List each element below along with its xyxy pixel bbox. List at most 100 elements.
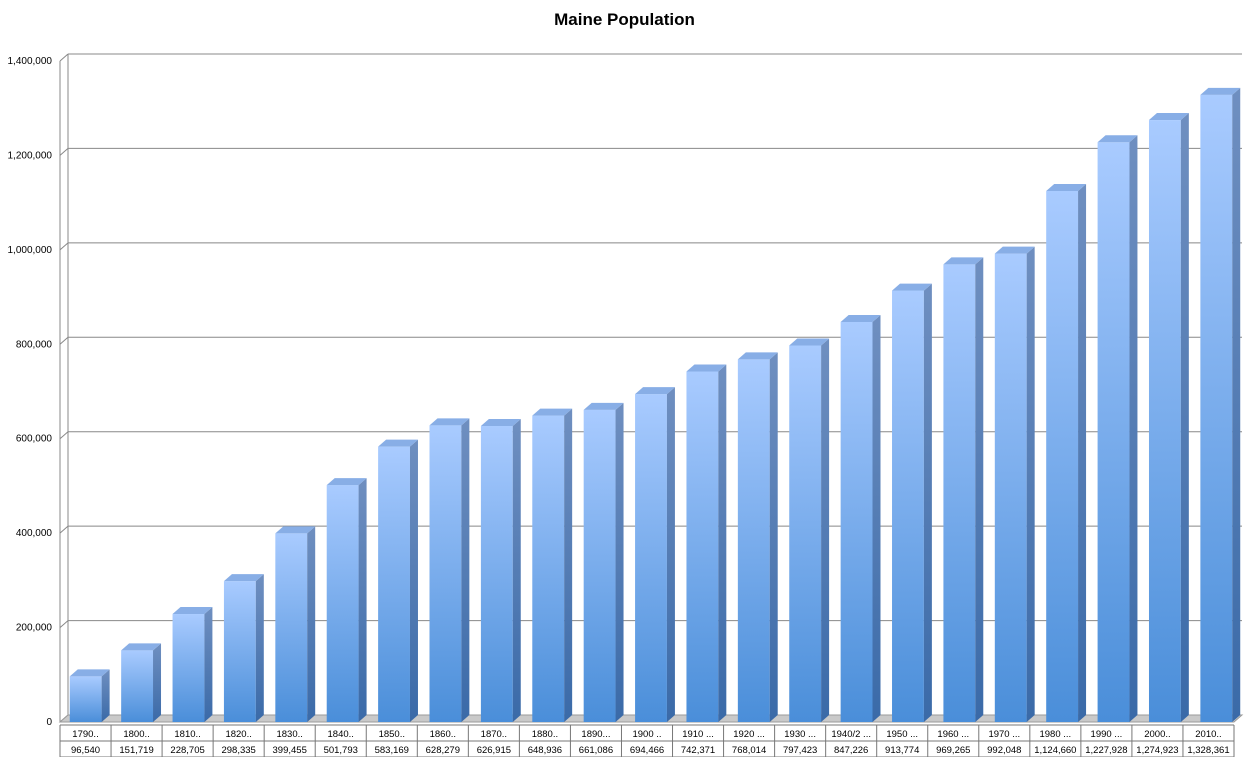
bar-top: [737, 352, 778, 360]
bar-front: [1200, 94, 1233, 722]
value-label: 768,014: [732, 745, 766, 756]
value-label: 501,793: [324, 745, 358, 756]
category-label: 1940/2 ...: [831, 729, 871, 740]
category-label: 1830..: [276, 729, 302, 740]
category-label: 1910 ...: [682, 729, 714, 740]
value-label: 298,335: [221, 745, 255, 756]
grid-diagonal: [59, 242, 69, 251]
bar-side: [872, 314, 881, 722]
bar-side: [1180, 113, 1189, 723]
bar-front: [1046, 190, 1079, 722]
y-tick-label: 1,000,000: [8, 245, 53, 256]
bar-side: [718, 364, 727, 722]
bar-side: [358, 478, 367, 722]
bar-side: [615, 402, 624, 722]
bar-top: [532, 408, 573, 416]
category-label: 1920 ...: [733, 729, 765, 740]
bar-top: [583, 402, 624, 410]
grid-diagonal: [59, 620, 69, 628]
bar-front: [223, 581, 256, 722]
bar-front: [686, 371, 719, 722]
bar-top: [686, 364, 727, 372]
y-tick-label: 600,000: [16, 434, 53, 445]
value-label: 96,540: [71, 745, 100, 756]
bar-top: [635, 387, 675, 395]
value-label: 228,705: [170, 745, 204, 756]
bar-side: [923, 283, 932, 722]
category-label: 1870..: [481, 729, 507, 740]
value-label: 992,048: [987, 745, 1021, 756]
bar-top: [223, 574, 264, 582]
category-label: 1790..: [72, 729, 98, 740]
value-label: 399,455: [273, 745, 307, 756]
value-label: 1,227,928: [1085, 745, 1127, 756]
bar-side: [666, 387, 675, 722]
bar-front: [635, 394, 667, 722]
bar-top: [1148, 113, 1189, 121]
bar-side: [101, 669, 110, 722]
category-label: 1850..: [379, 729, 405, 740]
bar-top: [1046, 183, 1087, 191]
bar-side: [821, 338, 830, 722]
category-label: 1950 ...: [886, 729, 918, 740]
bar-top: [1097, 135, 1138, 143]
bar-side: [307, 526, 316, 722]
chart-title: Maine Population: [554, 10, 695, 29]
category-label: 1960 ...: [937, 729, 969, 740]
bar-side: [769, 352, 778, 722]
category-label: 1820..: [225, 729, 251, 740]
bar-side: [975, 257, 984, 722]
value-label: 969,265: [936, 745, 970, 756]
bars-layer: [69, 87, 1241, 723]
value-label: 1,274,923: [1136, 745, 1178, 756]
bar-top: [943, 257, 984, 265]
bar-top: [275, 526, 316, 534]
bar-side: [409, 439, 418, 722]
value-label: 742,371: [681, 745, 715, 756]
grid-diagonal: [59, 148, 69, 156]
y-tick-label: 0: [46, 717, 52, 728]
bar-side: [512, 419, 521, 722]
bar-top: [378, 439, 418, 447]
y-tick-label: 200,000: [16, 623, 53, 634]
bar-front: [532, 415, 565, 722]
y-tick-label: 1,200,000: [8, 150, 53, 161]
value-label: 797,423: [783, 745, 817, 756]
bar-front: [429, 425, 462, 722]
bar-front: [1148, 120, 1181, 723]
category-label: 1990 ...: [1091, 729, 1123, 740]
bar-front: [943, 264, 976, 722]
bar-top: [69, 669, 110, 677]
value-label: 661,086: [579, 745, 613, 756]
data-table: 1790.. 96,540 1800.. 151,719 1810.. 228,705 18…: [59, 724, 1235, 757]
category-label: 1980 ...: [1039, 729, 1071, 740]
bar-front: [840, 321, 873, 722]
value-label: 628,279: [426, 745, 460, 756]
bar-side: [461, 418, 470, 722]
bar-front: [994, 253, 1027, 722]
bar-front: [737, 359, 770, 722]
bar-top: [480, 419, 521, 427]
bar-top: [326, 478, 367, 486]
bar-side: [255, 574, 264, 722]
category-label: 2000..: [1144, 729, 1170, 740]
category-label: 1900 ..: [632, 729, 661, 740]
bar-top: [172, 607, 213, 615]
bar-front: [892, 290, 924, 722]
category-label: 1810..: [174, 729, 200, 740]
bar-front: [172, 614, 205, 722]
bar-front: [1097, 142, 1130, 723]
value-label: 1,328,361: [1187, 745, 1229, 756]
category-label: 1860..: [430, 729, 456, 740]
grid-diagonal: [59, 53, 69, 62]
bar-side: [204, 607, 213, 722]
value-label: 1,124,660: [1034, 745, 1076, 756]
bar-top: [429, 418, 470, 426]
bar-side: [1078, 183, 1087, 722]
bar-top: [892, 283, 932, 291]
value-label: 694,466: [630, 745, 664, 756]
bar-side: [1129, 135, 1138, 723]
bar-front: [583, 409, 616, 722]
category-label: 1800..: [123, 729, 149, 740]
grid-diagonal: [59, 431, 69, 440]
